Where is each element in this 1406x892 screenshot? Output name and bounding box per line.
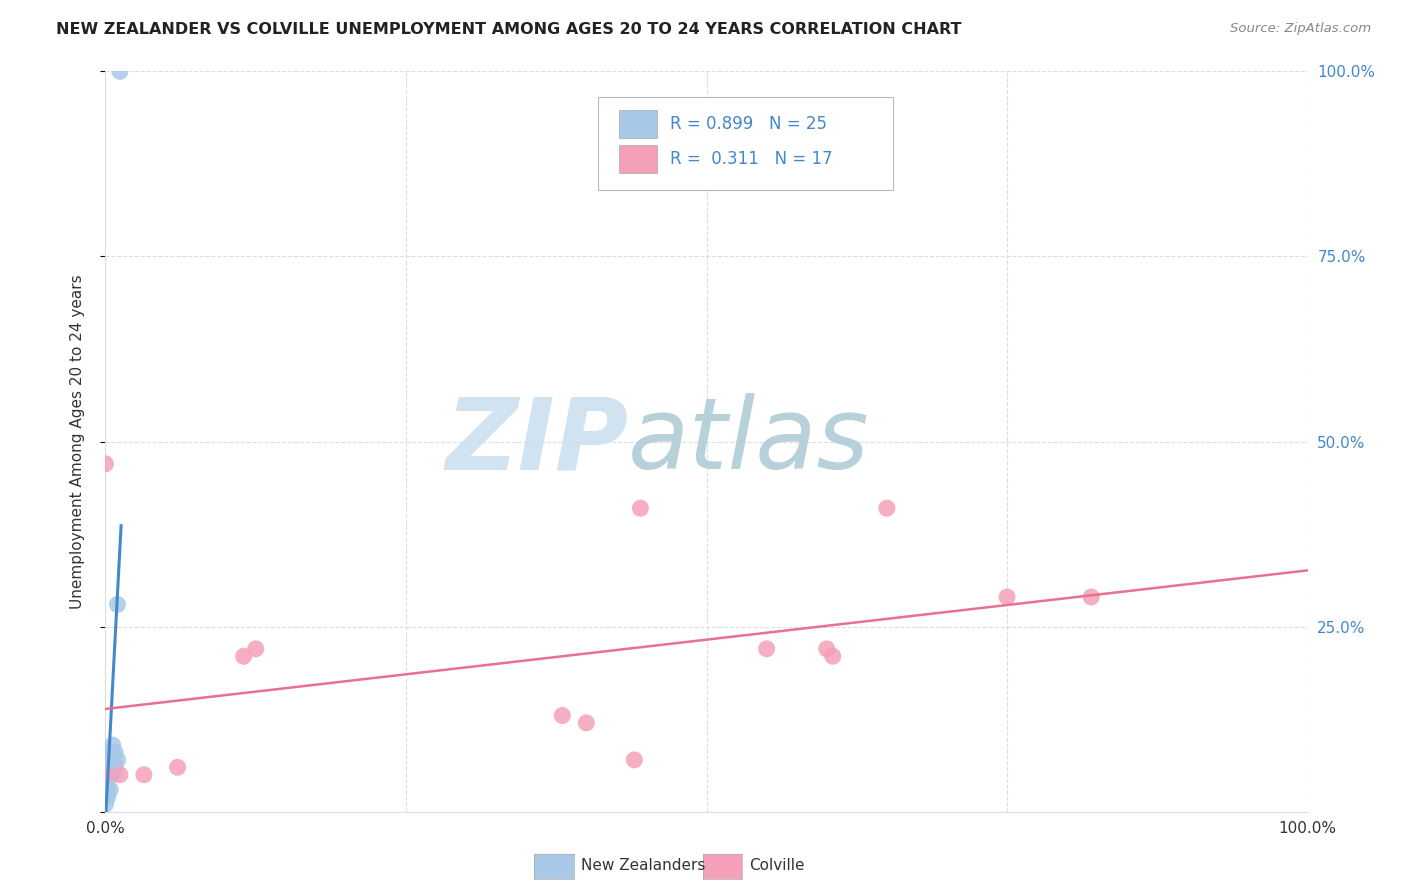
Point: [98, 746, 121, 760]
Point: [551, 708, 574, 723]
FancyBboxPatch shape: [599, 97, 893, 190]
Text: ZIP: ZIP: [446, 393, 628, 490]
Point: [232, 649, 254, 664]
Text: NEW ZEALANDER VS COLVILLE UNEMPLOYMENT AMONG AGES 20 TO 24 YEARS CORRELATION CHA: NEW ZEALANDER VS COLVILLE UNEMPLOYMENT A…: [56, 22, 962, 37]
Point: [104, 746, 127, 760]
FancyBboxPatch shape: [619, 110, 657, 138]
Text: New Zealanders: New Zealanders: [581, 858, 704, 872]
Text: Colville: Colville: [749, 858, 804, 872]
Point: [107, 598, 129, 612]
Y-axis label: Unemployment Among Ages 20 to 24 years: Unemployment Among Ages 20 to 24 years: [70, 274, 84, 609]
Point: [108, 767, 131, 781]
Point: [97, 767, 120, 781]
FancyBboxPatch shape: [619, 145, 657, 173]
Point: [97, 782, 120, 797]
Point: [623, 753, 645, 767]
Point: [94, 775, 117, 789]
Point: [94, 797, 117, 812]
Point: [97, 760, 120, 774]
Point: [995, 590, 1018, 604]
Point: [94, 782, 117, 797]
Point: [575, 715, 598, 730]
Point: [98, 782, 121, 797]
Point: [108, 64, 131, 78]
Text: Source: ZipAtlas.com: Source: ZipAtlas.com: [1230, 22, 1371, 36]
Point: [94, 457, 117, 471]
Point: [104, 760, 127, 774]
Point: [245, 641, 267, 656]
Point: [98, 767, 121, 781]
Point: [101, 767, 124, 781]
Point: [821, 649, 844, 664]
Point: [755, 641, 778, 656]
Point: [94, 789, 117, 804]
Point: [94, 767, 117, 781]
Point: [101, 738, 124, 752]
Point: [107, 753, 129, 767]
Point: [94, 767, 117, 781]
Text: R = 0.899   N = 25: R = 0.899 N = 25: [671, 115, 828, 133]
Point: [97, 789, 120, 804]
Point: [94, 746, 117, 760]
Point: [94, 760, 117, 774]
Point: [628, 501, 651, 516]
Point: [94, 753, 117, 767]
Point: [166, 760, 188, 774]
Point: [132, 767, 155, 781]
Point: [98, 760, 121, 774]
Text: R =  0.311   N = 17: R = 0.311 N = 17: [671, 150, 834, 168]
Point: [101, 753, 124, 767]
Point: [815, 641, 838, 656]
Point: [876, 501, 898, 516]
Point: [1080, 590, 1102, 604]
Point: [97, 753, 120, 767]
Text: atlas: atlas: [628, 393, 870, 490]
